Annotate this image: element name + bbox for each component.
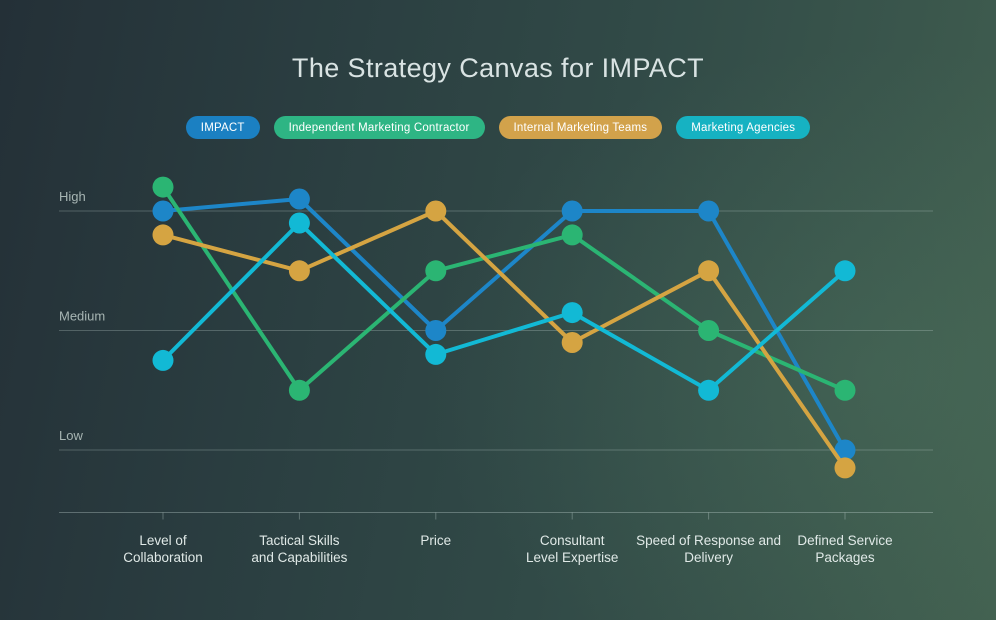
data-point-impact-price <box>425 320 447 341</box>
data-point-independent-marketing-contractor-price <box>425 260 447 282</box>
data-point-independent-marketing-contractor-speed-of-response-and-delivery <box>698 320 720 341</box>
page-title: The Strategy Canvas for IMPACT <box>291 53 705 83</box>
legend-pill-independent-marketing-contractor[interactable]: Independent Marketing Contractor <box>273 116 485 139</box>
data-point-marketing-agencies-price <box>425 343 447 365</box>
y-tick-label-low: Low <box>59 428 83 443</box>
series-line-internal-marketing-teams <box>161 209 847 470</box>
series-line-impact <box>161 197 847 452</box>
data-point-internal-marketing-teams-defined-service-packages <box>834 457 856 479</box>
legend: IMPACT Independent Marketing Contractor In… <box>0 116 996 139</box>
series-line-marketing-agencies <box>161 221 847 393</box>
x-category-label-consultant-level-expertise: Consultant Level Expertise <box>526 533 618 565</box>
data-point-independent-marketing-contractor-consultant-level-expertise <box>561 224 583 246</box>
data-point-impact-defined-service-packages <box>834 439 856 461</box>
x-category-label-defined-service-packages: Defined Service Packages <box>797 533 892 565</box>
y-tick-label-high: High <box>59 189 86 204</box>
data-point-impact-speed-of-response-and-delivery <box>698 200 720 222</box>
data-point-marketing-agencies-defined-service-packages <box>834 260 856 282</box>
legend-pill-internal-marketing-teams[interactable]: Internal Marketing Teams <box>498 116 663 139</box>
data-point-internal-marketing-teams-price <box>425 200 447 222</box>
data-point-internal-marketing-teams-tactical-skills-and-capabilities <box>288 260 310 282</box>
legend-pill-impact[interactable]: IMPACT <box>185 116 260 139</box>
series-line-independent-marketing-contractor <box>161 185 847 393</box>
data-point-internal-marketing-teams-level-of-collaboration <box>152 224 174 246</box>
data-point-marketing-agencies-level-of-collaboration <box>152 349 174 371</box>
data-point-internal-marketing-teams-consultant-level-expertise <box>561 332 583 353</box>
legend-pill-marketing-agencies[interactable]: Marketing Agencies <box>676 116 811 139</box>
data-point-internal-marketing-teams-speed-of-response-and-delivery <box>698 260 720 282</box>
data-point-independent-marketing-contractor-tactical-skills-and-capabilities <box>288 379 310 401</box>
data-point-independent-marketing-contractor-level-of-collaboration <box>152 176 174 198</box>
y-tick-label-medium: Medium <box>59 309 105 324</box>
x-category-label-price: Price <box>420 533 451 548</box>
data-point-independent-marketing-contractor-defined-service-packages <box>834 379 856 401</box>
data-point-impact-tactical-skills-and-capabilities <box>288 188 310 210</box>
data-point-marketing-agencies-tactical-skills-and-capabilities <box>288 212 310 234</box>
data-point-marketing-agencies-consultant-level-expertise <box>561 302 583 324</box>
data-point-impact-consultant-level-expertise <box>561 200 583 222</box>
x-category-label-tactical-skills-and-capabilities: Tactical Skills and Capabilities <box>251 533 347 565</box>
x-category-label-speed-of-response-and-delivery: Speed of Response and Delivery <box>636 533 781 565</box>
x-category-label-level-of-collaboration: Level of Collaboration <box>123 533 203 565</box>
data-point-marketing-agencies-speed-of-response-and-delivery <box>698 379 720 401</box>
data-point-impact-level-of-collaboration <box>152 200 174 222</box>
